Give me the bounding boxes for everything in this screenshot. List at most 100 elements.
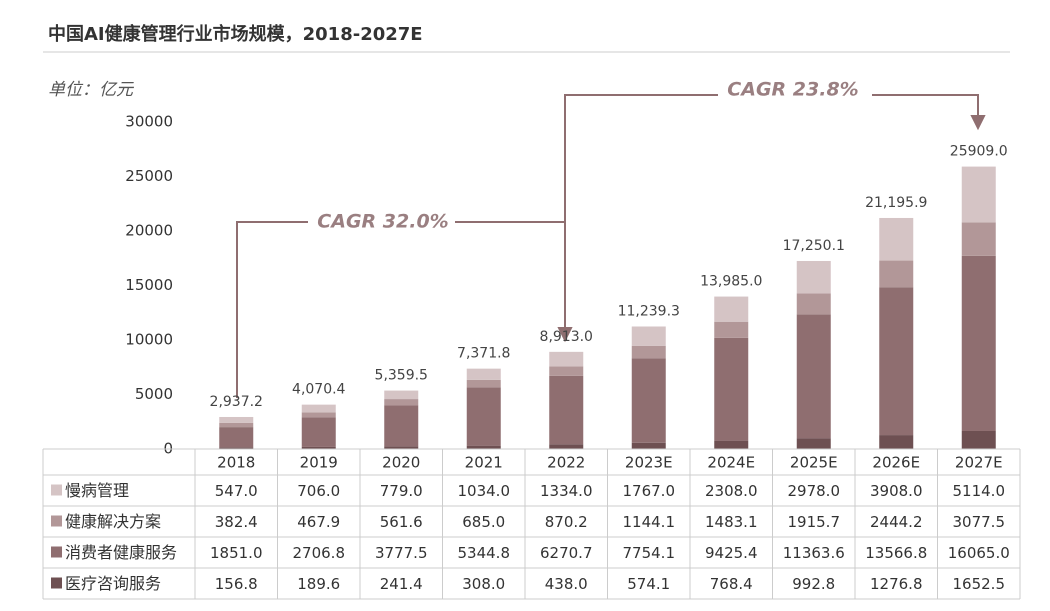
bar-segment xyxy=(796,293,831,315)
table-cell: 1144.1 xyxy=(623,513,676,531)
unit-label: 单位：亿元 xyxy=(48,80,135,100)
table-cell: 156.8 xyxy=(215,575,258,593)
table-cell: 870.2 xyxy=(545,513,588,531)
bar-segment xyxy=(466,379,501,388)
bar-segment xyxy=(879,217,914,261)
bar-segment xyxy=(466,445,501,449)
total-label: 7,371.8 xyxy=(457,346,510,362)
table-cell: 547.0 xyxy=(215,482,258,500)
table-cell: 1652.5 xyxy=(953,575,1006,593)
bar-segment xyxy=(714,321,749,338)
bar-segment xyxy=(879,260,914,288)
total-label: 11,239.3 xyxy=(618,303,680,319)
table-cell: 706.0 xyxy=(297,482,340,500)
table-cell: 574.1 xyxy=(627,575,670,593)
x-tick-label: 2023E xyxy=(625,454,673,472)
total-label: 17,250.1 xyxy=(783,238,845,254)
bar-segment xyxy=(796,260,831,294)
legend-label: 慢病管理 xyxy=(65,481,129,500)
y-tick-label: 30000 xyxy=(125,113,173,131)
bar-segment xyxy=(466,387,501,446)
total-label: 5,359.5 xyxy=(375,368,428,384)
legend-label: 医疗咨询服务 xyxy=(65,574,161,593)
table-cell: 1034.0 xyxy=(458,482,511,500)
annotation: CAGR 32.0% xyxy=(317,211,448,233)
bar-segment xyxy=(549,444,584,449)
x-tick-label: 2022 xyxy=(547,454,585,472)
table-cell: 3077.5 xyxy=(953,513,1006,531)
table-cell: 685.0 xyxy=(462,513,505,531)
table-cell: 3908.0 xyxy=(870,482,923,500)
table-cell: 1276.8 xyxy=(870,575,923,593)
y-tick-label: 15000 xyxy=(125,276,173,294)
bar-segment xyxy=(879,435,914,449)
table-cell: 2444.2 xyxy=(870,513,923,531)
bar-segment xyxy=(384,446,419,449)
bar-segment xyxy=(466,368,501,380)
bar-segment xyxy=(631,358,666,443)
bar-segment xyxy=(961,166,996,223)
x-tick-label: 2027E xyxy=(955,454,1003,472)
table-cell: 11363.6 xyxy=(783,544,845,562)
legend-swatch xyxy=(51,546,62,558)
table-cell: 7754.1 xyxy=(623,544,676,562)
table-cell: 3777.5 xyxy=(375,544,428,562)
bar-segment xyxy=(219,427,254,448)
table-cell: 779.0 xyxy=(380,482,423,500)
table-cell: 467.9 xyxy=(297,513,340,531)
table-cell: 1483.1 xyxy=(705,513,758,531)
bar-segment xyxy=(879,287,914,436)
bar-segment xyxy=(796,438,831,449)
table-cell: 13566.8 xyxy=(865,544,927,562)
total-label: 13,985.0 xyxy=(700,274,762,290)
bar-segment xyxy=(714,296,749,322)
x-tick-label: 2025E xyxy=(790,454,838,472)
bar-segment xyxy=(714,440,749,449)
bar-segment xyxy=(631,345,666,359)
table-cell: 9425.4 xyxy=(705,544,758,562)
bar-segment xyxy=(714,337,749,441)
legend-swatch xyxy=(51,577,62,589)
table-cell: 1915.7 xyxy=(788,513,841,531)
bar-segment xyxy=(961,430,996,449)
chart-title: 中国AI健康管理行业市场规模，2018-2027E xyxy=(48,23,423,45)
bar-segment xyxy=(219,422,254,428)
annotation: CAGR 23.8% xyxy=(727,79,858,101)
bar-segment xyxy=(219,416,254,423)
table-cell: 2308.0 xyxy=(705,482,758,500)
table-cell: 5114.0 xyxy=(953,482,1006,500)
x-tick-label: 2024E xyxy=(707,454,755,472)
x-tick-label: 2020 xyxy=(382,454,420,472)
table-cell: 1334.0 xyxy=(540,482,593,500)
table-cell: 561.6 xyxy=(380,513,423,531)
bar-segment xyxy=(301,404,336,413)
table-cell: 189.6 xyxy=(297,575,340,593)
x-tick-label: 2026E xyxy=(872,454,920,472)
bar-segment xyxy=(549,366,584,376)
table-cell: 992.8 xyxy=(792,575,835,593)
total-label: 25909.0 xyxy=(950,144,1008,160)
table-cell: 241.4 xyxy=(380,575,423,593)
bar-segment xyxy=(301,412,336,418)
table-cell: 5344.8 xyxy=(458,544,511,562)
bar-segment xyxy=(961,255,996,431)
table-cell: 6270.7 xyxy=(540,544,593,562)
bar-segment xyxy=(631,326,666,346)
legend-swatch xyxy=(51,515,62,527)
bar-segment xyxy=(961,222,996,256)
bar-segment xyxy=(549,375,584,445)
y-tick-label: 20000 xyxy=(125,222,173,240)
legend-label: 健康解决方案 xyxy=(65,512,161,531)
bar-segment xyxy=(384,390,419,400)
table-cell: 768.4 xyxy=(710,575,753,593)
legend-swatch xyxy=(51,484,62,496)
legend-label: 消费者健康服务 xyxy=(65,543,177,562)
bar-segment xyxy=(796,314,831,439)
x-tick-label: 2019 xyxy=(300,454,338,472)
y-tick-label: 5000 xyxy=(135,385,173,403)
x-tick-label: 2018 xyxy=(217,454,255,472)
total-label: 2,937.2 xyxy=(210,394,263,410)
bar-segment xyxy=(219,447,254,449)
y-tick-label: 25000 xyxy=(125,167,173,185)
total-label: 21,195.9 xyxy=(865,195,927,211)
